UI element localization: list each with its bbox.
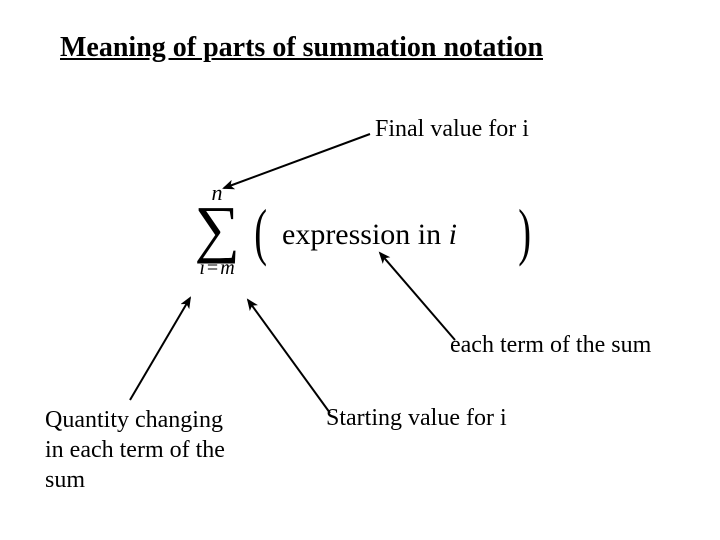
- paren-left: (: [254, 200, 267, 264]
- expression-var-i: i: [449, 218, 457, 251]
- lower-bound: i=m: [182, 258, 252, 278]
- start-value-m: m: [220, 257, 234, 279]
- arrow-starting-to-m: [248, 300, 330, 413]
- label-final-value: Final value for i: [375, 116, 529, 143]
- equals-sign: =: [205, 257, 220, 279]
- expression-text: expression in: [282, 218, 449, 251]
- paren-right: ): [518, 200, 531, 264]
- sigma-group: n ∑ i=m: [182, 182, 252, 278]
- summation-formula: n ∑ i=m ( expression in i ): [182, 182, 582, 302]
- page-title: Meaning of parts of summation notation: [60, 32, 543, 64]
- arrow-quantity-to-i: [130, 298, 190, 400]
- arrow-final-to-n: [224, 134, 370, 188]
- label-quantity-changing: Quantity changing in each term of the su…: [45, 405, 245, 495]
- expression-body: expression in i: [282, 218, 457, 252]
- sigma-symbol: ∑: [182, 202, 252, 256]
- label-each-term: each term of the sum: [450, 332, 651, 359]
- label-starting-value: Starting value for i: [326, 405, 507, 432]
